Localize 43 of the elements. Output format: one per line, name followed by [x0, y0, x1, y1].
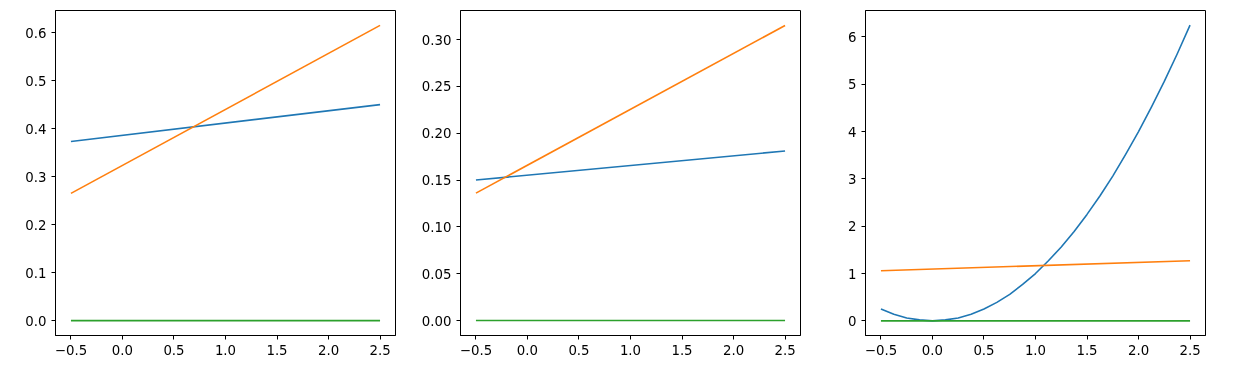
y-tick-label: 5 — [848, 77, 857, 93]
y-tick-label: 2 — [848, 219, 857, 235]
line-series — [880, 24, 1191, 322]
y-tick-label: 0.30 — [421, 32, 452, 48]
y-tick-label: 1 — [848, 266, 857, 282]
y-tick-label: 0.5 — [25, 73, 47, 89]
y-tick-label: 0.2 — [25, 217, 47, 233]
x-tick-label: 0.0 — [516, 342, 539, 358]
x-tick-label: 1.5 — [266, 342, 288, 358]
x-tick-label: −0.5 — [459, 342, 493, 358]
y-tick-label: 0 — [848, 313, 857, 329]
x-tick-label: 2.0 — [722, 342, 745, 358]
x-tick-label: 1.0 — [214, 342, 237, 358]
y-tick-label: 0.20 — [421, 126, 452, 142]
y-tick-label: 0.15 — [421, 173, 452, 189]
y-tick-label: 0.1 — [25, 265, 47, 281]
x-tick-label: −0.5 — [864, 342, 898, 358]
y-tick-label: 4 — [848, 124, 857, 140]
x-tick-label: −0.5 — [54, 342, 88, 358]
x-tick-label: 0.5 — [163, 342, 185, 358]
y-tick-label: 3 — [848, 171, 857, 187]
x-tick-label: 0.0 — [111, 342, 134, 358]
y-tick-label: 0.00 — [421, 313, 452, 329]
x-tick-label: 0.0 — [921, 342, 944, 358]
y-tick-label: 0.3 — [25, 169, 47, 185]
y-tick-label: 0.10 — [421, 219, 452, 235]
y-tick-label: 6 — [848, 29, 857, 45]
x-tick-label: 0.5 — [568, 342, 590, 358]
y-tick-label: 0.05 — [421, 266, 452, 282]
y-tick-label: 0.0 — [25, 313, 47, 329]
y-tick-label: 0.25 — [421, 79, 452, 95]
x-tick-label: 2.5 — [369, 342, 391, 358]
y-tick-label: 0.6 — [25, 25, 47, 41]
x-tick-label: 2.5 — [1179, 342, 1201, 358]
y-tick-label: 0.4 — [25, 121, 47, 137]
x-tick-label: 1.5 — [1076, 342, 1098, 358]
x-tick-label: 2.5 — [774, 342, 796, 358]
x-tick-label: 2.0 — [317, 342, 340, 358]
x-tick-label: 1.0 — [619, 342, 642, 358]
x-tick-label: 1.5 — [671, 342, 693, 358]
x-tick-label: 2.0 — [1127, 342, 1150, 358]
x-tick-label: 0.5 — [973, 342, 995, 358]
x-tick-label: 1.0 — [1024, 342, 1047, 358]
